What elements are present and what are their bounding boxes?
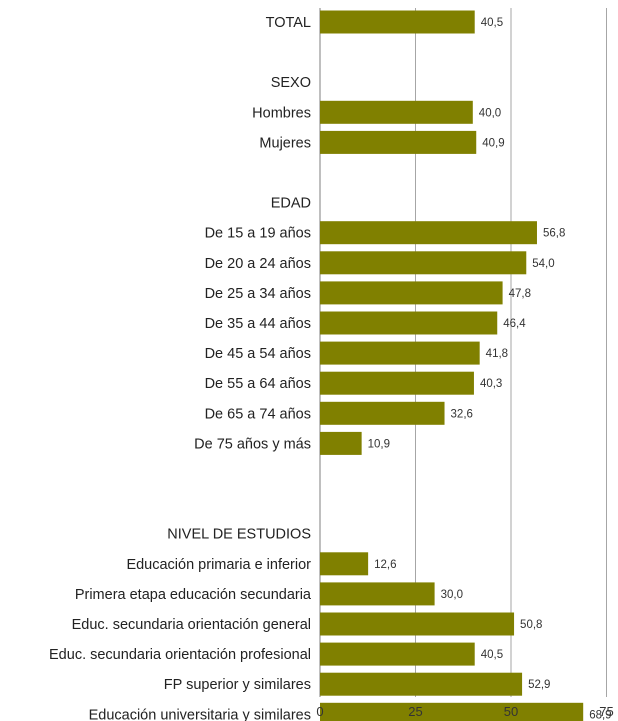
bar: [320, 431, 362, 455]
x-tick-label: 25: [408, 704, 422, 719]
category-label: Educ. secundaria orientación general: [72, 617, 311, 633]
bar: [320, 582, 435, 606]
category-label: FP superior y similares: [164, 677, 311, 693]
category-label: TOTAL: [266, 15, 311, 31]
data-label: 32,6: [451, 408, 473, 420]
data-label: 40,0: [479, 107, 501, 119]
category-label: De 65 a 74 años: [205, 406, 311, 422]
data-label: 68,9: [589, 709, 611, 721]
data-label: 56,8: [543, 228, 565, 240]
category-label: De 75 años y más: [194, 436, 311, 452]
data-label: 50,8: [520, 619, 542, 631]
data-label: 47,8: [509, 288, 531, 300]
section-heading: EDAD: [271, 196, 311, 212]
section-heading: NIVEL DE ESTUDIOS: [167, 527, 311, 543]
x-axis-ticks: 0 25 50 75: [316, 704, 613, 719]
value-labels: 40,5 40,0 40,9 56,8 54,0 47,8 46,4 41,8 40,3 32,6…: [368, 17, 612, 721]
x-tick-label: 50: [504, 704, 518, 719]
bar: [320, 10, 475, 34]
bar: [320, 702, 584, 721]
bar: [320, 251, 527, 275]
data-label: 40,9: [482, 137, 504, 149]
data-label: 46,4: [503, 318, 526, 330]
data-label: 12,6: [374, 559, 396, 571]
bar: [320, 642, 475, 666]
bar: [320, 672, 523, 696]
section-heading: SEXO: [271, 75, 311, 91]
category-label: Primera etapa educación secundaria: [75, 587, 312, 603]
category-label: De 35 a 44 años: [205, 316, 311, 332]
data-label: 30,0: [441, 589, 463, 601]
category-label: Mujeres: [259, 135, 311, 151]
category-label: De 15 a 19 años: [205, 226, 311, 242]
x-tick-label: 75: [599, 704, 613, 719]
data-label: 54,0: [532, 258, 554, 270]
bar: [320, 281, 503, 305]
category-label: De 55 a 64 años: [205, 376, 311, 392]
data-label: 40,5: [481, 649, 503, 661]
bar: [320, 221, 537, 245]
data-label: 40,3: [480, 378, 502, 390]
category-label: De 25 a 34 años: [205, 286, 311, 302]
category-label: Educación primaria e inferior: [126, 557, 311, 573]
data-label: 40,5: [481, 17, 503, 29]
bar: [320, 612, 515, 636]
bars: [320, 10, 584, 721]
category-label: Educ. secundaria orientación profesional: [49, 647, 311, 663]
data-label: 41,8: [486, 348, 508, 360]
x-tick-label: 0: [316, 704, 323, 719]
category-label: Hombres: [252, 105, 311, 121]
bar: [320, 100, 473, 124]
bar: [320, 552, 369, 576]
bar: [320, 371, 474, 395]
category-labels: TOTAL SEXO Hombres Mujeres EDAD De 15 a 19 añ…: [49, 15, 312, 721]
bar: [320, 130, 477, 154]
bar: [320, 311, 498, 335]
category-label: De 45 a 54 años: [205, 346, 311, 362]
bar: [320, 341, 480, 365]
bar: [320, 401, 445, 425]
data-label: 52,9: [528, 679, 550, 691]
data-label: 10,9: [368, 438, 390, 450]
category-label: De 20 a 24 años: [205, 256, 311, 272]
category-label: Educación universitaria y similares: [89, 707, 311, 721]
